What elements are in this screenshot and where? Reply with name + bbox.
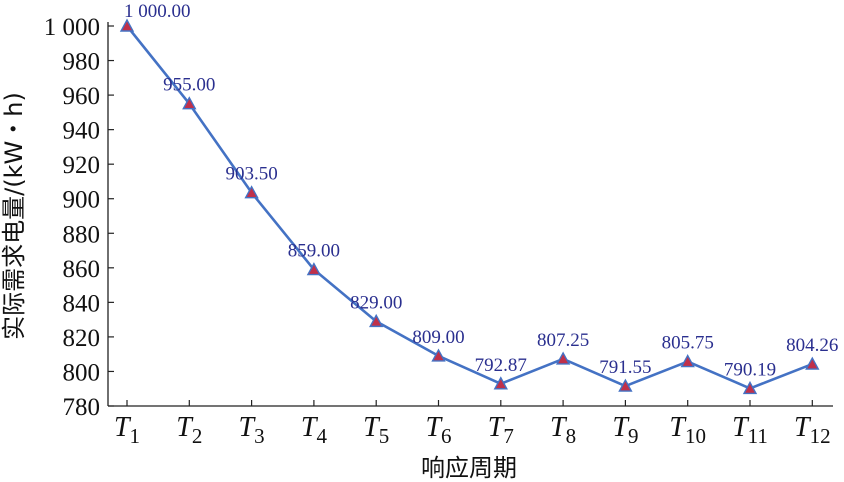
- x-tick-label: T2: [176, 412, 202, 448]
- data-point-marker: [805, 356, 820, 370]
- data-point-marker: [119, 18, 135, 32]
- data-label: 807.25: [537, 330, 589, 351]
- x-tick-label: T9: [612, 412, 638, 448]
- data-point-marker: [369, 313, 384, 328]
- data-label: 1 000.00: [124, 1, 191, 22]
- data-label: 804.26: [786, 335, 838, 356]
- data-label: 791.55: [599, 357, 651, 378]
- y-tick-label: 780: [63, 394, 101, 421]
- data-point-marker: [680, 354, 695, 368]
- data-point-marker: [431, 348, 446, 362]
- data-point-marker: [244, 185, 259, 199]
- x-axis-title: 响应周期: [421, 454, 517, 482]
- x-tick-label: T10: [669, 412, 706, 448]
- y-tick-label: 900: [63, 187, 101, 214]
- y-tick-label: 1 000: [44, 14, 100, 41]
- x-tick-label: T3: [239, 412, 265, 448]
- x-tick-label: T7: [488, 412, 514, 448]
- y-tick-label: 940: [63, 118, 101, 145]
- data-label: 792.87: [475, 355, 527, 376]
- y-tick-label: 920: [63, 152, 101, 179]
- y-tick-label: 880: [63, 221, 101, 248]
- x-axis-ticks: T1 T2 T3 T4 T5 T6 T7 T8 T9 T10 T11 T12: [114, 400, 831, 448]
- data-point-marker: [618, 378, 633, 392]
- x-tick-label: T5: [363, 412, 389, 448]
- data-label: 809.00: [412, 327, 464, 348]
- data-label: 955.00: [163, 75, 215, 96]
- y-tick-label: 840: [63, 290, 101, 317]
- x-tick-label: T11: [732, 412, 768, 448]
- x-tick-label: T6: [425, 412, 451, 448]
- data-label: 790.19: [724, 359, 776, 380]
- series-group: [119, 18, 820, 395]
- data-label: 903.50: [225, 164, 277, 185]
- y-tick-label: 800: [63, 359, 101, 386]
- x-tick-label: T4: [301, 412, 328, 448]
- data-point-marker: [742, 380, 758, 395]
- data-label: 805.75: [662, 333, 714, 354]
- data-labels: 1 000.00 955.00 903.50 859.00 829.00 809.00 79…: [124, 1, 838, 380]
- data-label: 859.00: [288, 241, 340, 262]
- y-tick-label: 860: [63, 256, 101, 283]
- y-tick-label: 960: [63, 83, 101, 110]
- x-tick-label: T12: [794, 412, 831, 448]
- x-tick-label: T1: [114, 412, 140, 448]
- x-tick-label: T8: [550, 412, 576, 448]
- data-point-marker: [555, 351, 571, 365]
- y-tick-label: 820: [63, 325, 101, 352]
- y-axis-ticks: 780 800 820 840 860 880 900 920 940 960 980 1 000: [44, 14, 114, 421]
- y-tick-label: 980: [63, 49, 101, 76]
- series-line: [125, 25, 813, 390]
- y-axis-title: 实际需求电量/(kW・h): [0, 92, 28, 340]
- axes: [107, 22, 833, 407]
- data-label: 829.00: [350, 292, 402, 313]
- data-point-marker: [306, 262, 322, 276]
- data-point-marker: [182, 96, 197, 110]
- data-point-marker: [493, 376, 508, 390]
